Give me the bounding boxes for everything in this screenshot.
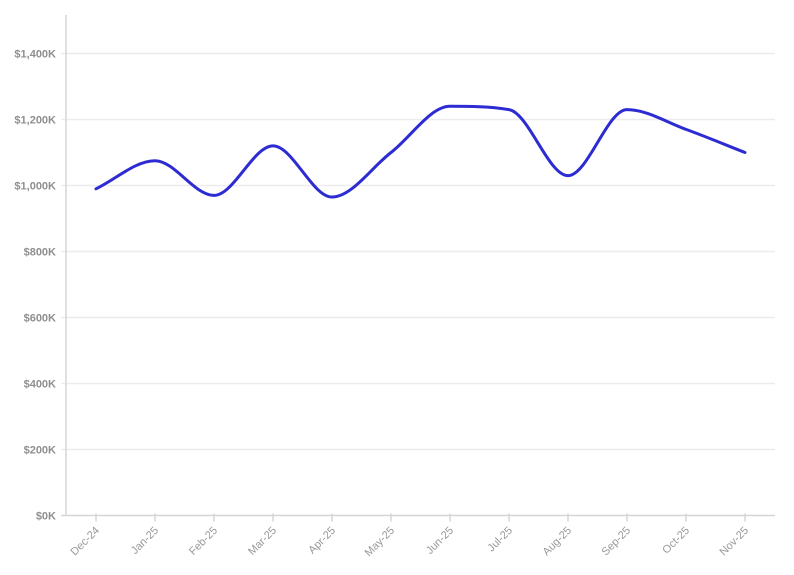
y-axis-label: $1,000K: [14, 181, 56, 193]
y-axis-label: $200K: [24, 445, 56, 457]
y-axis-label: $600K: [24, 313, 56, 325]
x-axis-label: Aug-25: [541, 525, 575, 559]
x-axis-label: Mar-25: [246, 525, 279, 558]
y-axis-label: $400K: [24, 379, 56, 391]
x-axis-label: Dec-24: [69, 525, 103, 559]
y-axis-label: $1,200K: [14, 115, 56, 127]
x-axis-label: Feb-25: [187, 525, 220, 558]
y-axis-label: $1,400K: [14, 49, 56, 61]
x-axis-label: Sep-25: [600, 525, 634, 559]
x-axis-label: Jan-25: [129, 525, 161, 557]
x-axis-label: Nov-25: [718, 525, 752, 559]
x-axis-label: May-25: [363, 525, 397, 559]
x-axis-label: Oct-25: [660, 525, 692, 557]
x-axis-label: Jul-25: [485, 525, 515, 555]
trend-line: [94, 104, 747, 199]
x-axis-label: Jun-25: [424, 525, 456, 557]
x-axis-label: Apr-25: [306, 525, 338, 557]
y-axis-label: $800K: [24, 247, 56, 259]
y-axis-label: $0K: [36, 511, 56, 523]
